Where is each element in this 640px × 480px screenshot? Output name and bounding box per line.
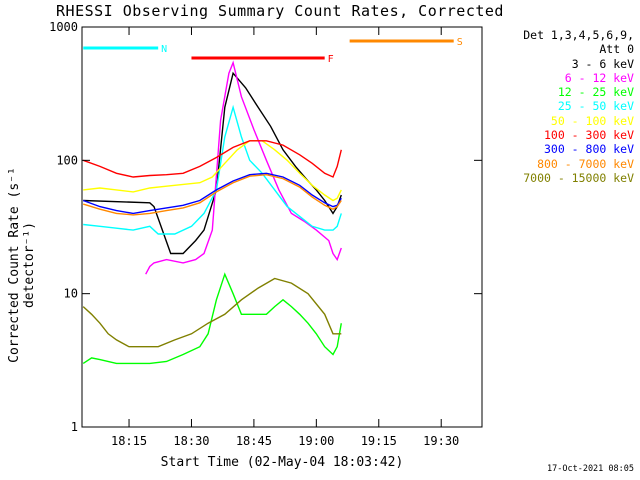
legend-header-1: Det 1,3,4,5,6,9, <box>523 28 634 42</box>
x-tick-label: 19:00 <box>298 434 334 448</box>
series-line-3 <box>83 104 342 235</box>
series-line-7 <box>82 173 342 216</box>
y-tick-label: 1000 <box>49 20 78 34</box>
axes-frame <box>81 26 483 428</box>
y-axis-label: Corrected Count Rate (s⁻¹ detector⁻¹) <box>7 167 37 363</box>
y-tick-label: 10 <box>64 287 78 301</box>
chart-title: RHESSI Observing Summary Count Rates, Co… <box>56 2 504 20</box>
series-line-0 <box>83 71 342 255</box>
y-tick-label: 1 <box>71 420 78 434</box>
legend-header-2: Att 0 <box>599 42 634 57</box>
event-bar-label-N: N <box>161 44 167 55</box>
x-tick-label: 18:15 <box>111 434 147 448</box>
legend-entry: 800 - 7000 keV <box>537 156 634 171</box>
legend-entry: 12 - 25 keV <box>557 85 634 100</box>
series-line-4 <box>83 140 342 202</box>
series-line-5 <box>82 140 342 178</box>
legend-entry: 25 - 50 keV <box>557 99 634 114</box>
x-tick-label: 18:30 <box>173 434 209 448</box>
series-line-8 <box>82 277 342 348</box>
y-tick-label: 100 <box>56 153 78 167</box>
legend-entry: 100 - 300 keV <box>543 128 634 143</box>
x-tick-label: 18:45 <box>236 434 272 448</box>
event-bar-label-S: S <box>457 37 463 48</box>
legend-entry: 50 - 100 keV <box>550 113 634 128</box>
legend-entry: 7000 - 15000 keV <box>523 170 634 185</box>
x-axis-label: Start Time (02-May-04 18:03:42) <box>160 455 404 470</box>
legend-entry: 6 - 12 keV <box>564 70 634 85</box>
series-line-6 <box>82 172 342 215</box>
series-line-2 <box>82 272 342 365</box>
timestamp: 17-Oct-2021 08:05 <box>547 464 634 474</box>
event-bar-label-F: F <box>328 54 334 65</box>
x-tick-label: 19:15 <box>361 434 397 448</box>
x-tick-label: 19:30 <box>423 434 459 448</box>
series-line-1 <box>145 60 342 275</box>
legend-entry: 3 - 6 keV <box>571 56 634 71</box>
legend-entry: 300 - 800 keV <box>543 142 634 157</box>
legend: Det 1,3,4,5,6,9, Att 0 3 - 6 keV 6 - 12 k… <box>486 28 634 185</box>
